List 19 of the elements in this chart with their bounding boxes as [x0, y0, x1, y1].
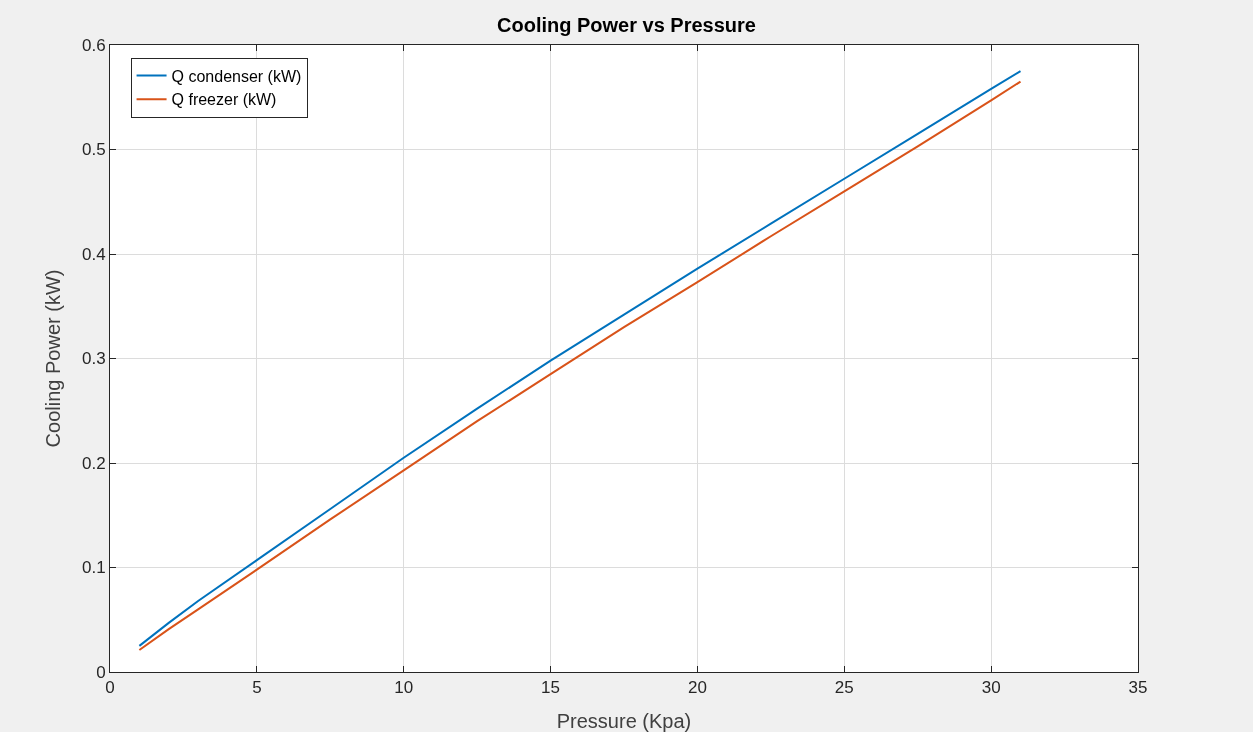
y-tick-label: 0.5 [81, 140, 106, 160]
y-tick-label: 0.4 [81, 244, 106, 264]
x-tick-label: 10 [394, 678, 414, 698]
x-tick-label: 15 [541, 678, 561, 698]
x-tick-label: 35 [1128, 678, 1148, 698]
x-tick-label: 30 [981, 678, 1001, 698]
y-tick-label: 0.1 [81, 558, 106, 578]
y-tick-label: 0.2 [81, 453, 106, 473]
chart-title: Cooling Power vs Pressure [497, 14, 756, 37]
legend-label: Q condenser (kW) [171, 67, 302, 85]
y-tick-label: 0 [96, 662, 106, 682]
x-tick-label: 25 [834, 678, 854, 698]
y-tick-label: 0.3 [81, 349, 106, 369]
legend-label: Q freezer (kW) [171, 91, 277, 109]
y-tick-label: 0.6 [81, 35, 106, 55]
x-axis-title: Pressure (Kpa) [556, 710, 692, 732]
y-axis-title: Cooling Power (kW) [42, 269, 64, 448]
x-tick-label: 5 [252, 678, 262, 698]
x-tick-label: 20 [687, 678, 707, 698]
